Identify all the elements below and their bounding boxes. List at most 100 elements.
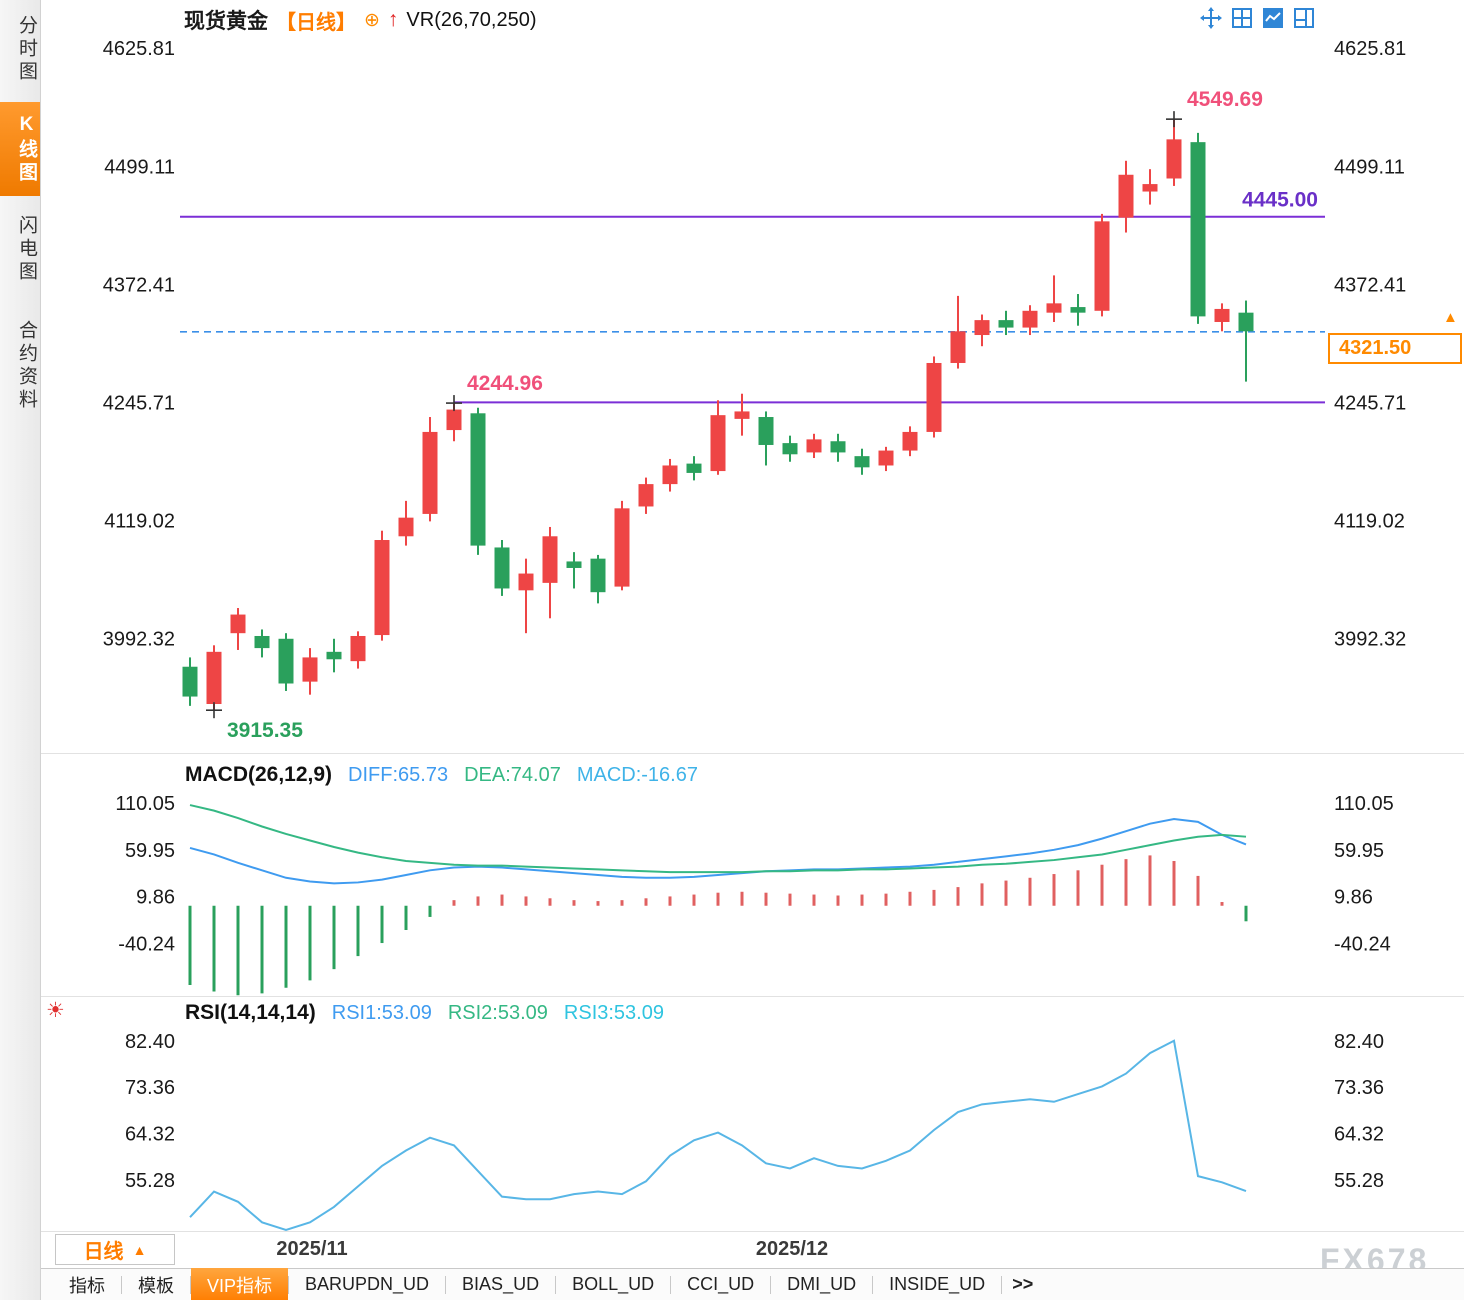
candle-body — [686, 463, 702, 473]
y-tick-label-left: 55.28 — [125, 1170, 175, 1192]
sidebar-item-kline-chart[interactable]: K线图 — [0, 102, 40, 196]
candle-body — [614, 508, 630, 587]
candle-body — [446, 409, 462, 431]
y-tick-label-left: 73.36 — [125, 1077, 175, 1099]
y-tick-label-left: 4372.41 — [103, 274, 175, 296]
tab-barupdn-ud[interactable]: BARUPDN_UD — [305, 1274, 430, 1294]
candle-body — [302, 657, 318, 682]
candle-body — [998, 320, 1014, 328]
tab-separator — [555, 1275, 557, 1294]
sidebar-item-time-chart[interactable]: 分时图 — [16, 14, 37, 84]
y-tick-label-right: 4372.41 — [1334, 274, 1406, 296]
extreme-price-label: 4549.69 — [1187, 88, 1263, 111]
scroll-to-latest-icon[interactable]: ▲ — [1443, 309, 1458, 326]
tab-separator — [770, 1275, 772, 1294]
y-tick-label-right: 55.28 — [1334, 1170, 1384, 1192]
tab-boll-ud[interactable]: BOLL_UD — [572, 1274, 655, 1294]
macd-panel-header: MACD(26,12,9) DIFF:65.73 DEA:74.07 MACD:… — [185, 763, 698, 787]
candle-body — [830, 441, 846, 453]
y-tick-label-right: 4499.11 — [1334, 156, 1405, 178]
rsi-line — [189, 1039, 1247, 1232]
candle-body — [1118, 174, 1134, 218]
tab-vip-indicators[interactable]: VIP指标 — [191, 1267, 289, 1300]
tab-separator — [445, 1275, 447, 1294]
tab-dmi-ud[interactable]: DMI_UD — [787, 1274, 857, 1294]
chart-header: 现货黄金 【日线】 ⊕ ↑ VR(26,70,250) — [184, 5, 537, 35]
tab-indicators[interactable]: 指标 — [69, 1275, 105, 1296]
y-tick-label-right: 9.86 — [1334, 887, 1373, 909]
candle-body — [422, 431, 438, 514]
tab-templates[interactable]: 模板 — [138, 1275, 174, 1296]
candle-body — [878, 450, 894, 466]
candle-body — [734, 411, 750, 419]
candle-body — [662, 465, 678, 485]
x-axis-label-dec: 2025/12 — [755, 1238, 829, 1260]
rsi1-value: RSI1:53.09 — [331, 1002, 432, 1024]
candle-body — [254, 635, 270, 649]
tab-separator — [190, 1275, 191, 1294]
candle-body — [1190, 142, 1206, 317]
candle-body — [1166, 139, 1182, 179]
rsi2-value: RSI2:53.09 — [447, 1002, 548, 1024]
rsi-title[interactable]: RSI(14,14,14) — [185, 1001, 316, 1024]
candle-body — [1070, 307, 1086, 313]
tab-separator — [121, 1275, 122, 1294]
candle-body — [1214, 308, 1230, 322]
candle-body — [518, 573, 534, 591]
x-axis-label-nov: 2025/11 — [276, 1238, 348, 1260]
indicator-settings-icon[interactable]: ☀ — [46, 999, 65, 1022]
panel-divider[interactable] — [41, 996, 1464, 997]
split-view-icon[interactable] — [1291, 5, 1316, 30]
macd-dea-line — [189, 804, 1247, 874]
macd-hist-value: MACD:-16.67 — [576, 764, 698, 786]
candle-body — [494, 547, 510, 589]
rsi-panel-header: RSI(14,14,14) RSI1:53.09 RSI2:53.09 RSI3… — [185, 1001, 664, 1025]
candle-body — [470, 413, 486, 546]
tab-bias-ud[interactable]: BIAS_UD — [462, 1274, 540, 1294]
candle-body — [638, 484, 654, 507]
caret-up-icon: ▲ — [132, 1241, 147, 1258]
y-tick-label-left: 3992.32 — [103, 628, 175, 650]
kline-panel-icon[interactable] — [1260, 5, 1285, 30]
y-tick-label-right: 4625.81 — [1334, 38, 1406, 60]
y-tick-label-right: 59.95 — [1334, 840, 1384, 862]
candle-body — [950, 331, 966, 363]
period-selector[interactable]: 日线 ▲ — [55, 1234, 175, 1265]
candle-body — [926, 362, 942, 432]
y-tick-label-right: 82.40 — [1334, 1031, 1384, 1053]
y-tick-label-left: 110.05 — [115, 793, 175, 815]
tab-inside-ud[interactable]: INSIDE_UD — [889, 1274, 986, 1294]
macd-dea-value: DEA:74.07 — [464, 764, 561, 786]
rsi3-value: RSI3:53.09 — [563, 1002, 664, 1024]
sidebar-item-lightning-chart[interactable]: 闪电图 — [16, 214, 37, 284]
y-tick-label-right: 4119.02 — [1334, 510, 1405, 532]
candle-body — [326, 651, 342, 660]
crosshair-icon[interactable] — [1198, 5, 1223, 30]
macd-title[interactable]: MACD(26,12,9) — [185, 763, 333, 786]
more-tabs-button[interactable]: >> — [1012, 1274, 1034, 1294]
sidebar-item-contract-info[interactable]: 合约资料 — [16, 320, 37, 412]
grid-layout-icon[interactable] — [1229, 5, 1254, 30]
candle-body — [974, 320, 990, 336]
candle-body — [1238, 312, 1254, 332]
main-candlestick-panel: 4445.00 3915.35 4244.96 4549.69 — [180, 88, 1325, 742]
y-tick-label-left: 4625.81 — [103, 38, 175, 60]
y-tick-label-left: 4119.02 — [104, 510, 175, 532]
overlay-indicator-label[interactable]: VR(26,70,250) — [406, 8, 537, 31]
add-indicator-icon[interactable]: ⊕ — [364, 9, 380, 31]
left-sidebar: 分时图 K线图 闪电图 合约资料 — [0, 0, 41, 1300]
y-tick-label-right: 73.36 — [1334, 1077, 1384, 1099]
tab-cci-ud[interactable]: CCI_UD — [687, 1274, 755, 1294]
candle-body — [854, 456, 870, 468]
panel-divider[interactable] — [41, 753, 1464, 754]
candle-body — [758, 417, 774, 445]
y-tick-label-right: 3992.32 — [1334, 628, 1406, 650]
hline-price-label: 4445.00 — [1242, 189, 1318, 212]
extreme-price-label: 3915.35 — [227, 719, 303, 742]
y-tick-label-right: 4245.71 — [1334, 392, 1406, 414]
period-label[interactable]: 【日线】 — [276, 11, 356, 34]
up-arrow-icon: ↑ — [387, 8, 399, 31]
candle-body — [230, 614, 246, 634]
